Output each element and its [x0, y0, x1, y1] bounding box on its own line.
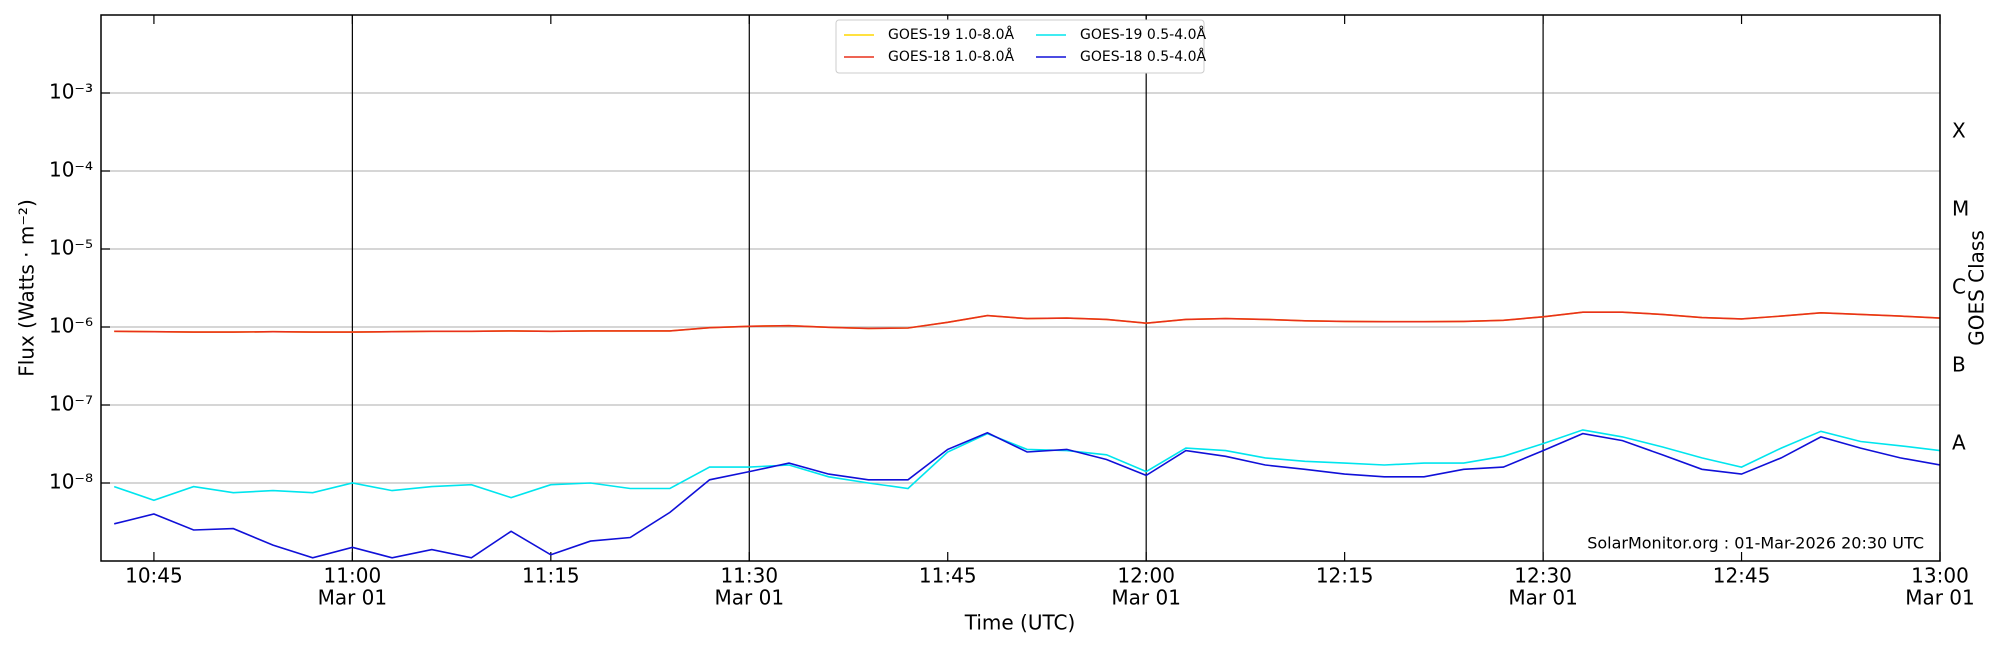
legend-label: GOES-18 1.0-8.0Å: [888, 48, 1014, 65]
plot-frame: [100, 14, 1941, 562]
x-axis-label: Time (UTC): [964, 611, 1076, 635]
y-axis-label: Flux (Watts · m⁻²): [15, 199, 39, 377]
x-tick-date: Mar 01: [1111, 586, 1181, 610]
x-tick-label: 10:45: [125, 564, 183, 588]
y2-tick-label: X: [1952, 119, 1966, 143]
x-tick-date: Mar 01: [1508, 586, 1578, 610]
legend-label: GOES-19 0.5-4.0Å: [1080, 26, 1206, 43]
x-tick-date: Mar 01: [715, 586, 785, 610]
y-tick-label: 10⁻⁷: [49, 392, 93, 416]
legend-label: GOES-18 0.5-4.0Å: [1080, 48, 1206, 65]
x-tick-label: 12:15: [1316, 564, 1374, 588]
y-tick-label: 10⁻⁴: [49, 158, 93, 182]
y2-axis-label: GOES Class: [1965, 230, 1989, 346]
x-tick-label: 11:00: [324, 564, 382, 588]
x-tick-label: 13:00: [1911, 564, 1969, 588]
x-tick-date: Mar 01: [318, 586, 388, 610]
x-tick-label: 11:30: [720, 564, 778, 588]
x-tick-label: 11:15: [522, 564, 580, 588]
x-tick-label: 12:00: [1117, 564, 1175, 588]
x-tick-date: Mar 01: [1905, 586, 1975, 610]
y-tick-label: 10⁻⁶: [49, 314, 93, 338]
x-tick-label: 11:45: [919, 564, 977, 588]
annotation: SolarMonitor.org : 01-Mar-2026 20:30 UTC: [1587, 534, 1924, 553]
y2-tick-label: A: [1952, 431, 1966, 455]
series-line: [114, 431, 1940, 559]
y2-tick-label: C: [1952, 275, 1966, 299]
legend-label: GOES-19 1.0-8.0Å: [888, 26, 1014, 43]
legend-box: [835, 19, 1205, 74]
series-line: [114, 311, 1940, 333]
y2-tick-label: M: [1952, 197, 1969, 221]
y-tick-label: 10⁻⁵: [49, 236, 93, 260]
y-tick-label: 10⁻³: [49, 80, 93, 104]
series-line: [113, 429, 1940, 502]
y-tick-label: 10⁻⁸: [49, 470, 93, 494]
y2-tick-label: B: [1952, 353, 1966, 377]
x-tick-label: 12:45: [1713, 564, 1771, 588]
plot-area: [113, 311, 1940, 559]
x-tick-label: 12:30: [1514, 564, 1572, 588]
